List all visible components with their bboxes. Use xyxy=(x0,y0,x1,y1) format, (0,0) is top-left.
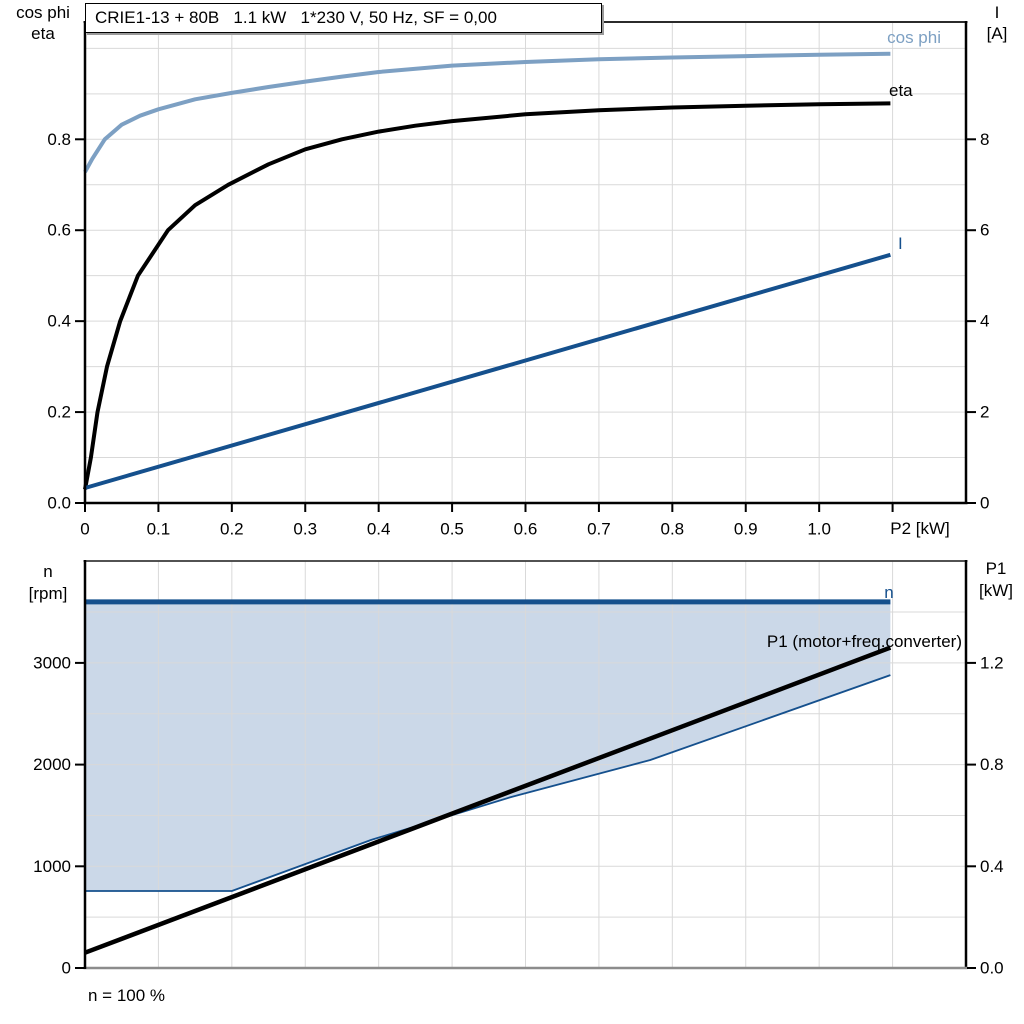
tick-label-x: 0.2 xyxy=(220,520,244,539)
bottom-right-axis-title-line1: P1 xyxy=(985,559,1007,578)
top-left-axis-title: cos phi eta xyxy=(6,2,80,44)
curve-label-eta: eta xyxy=(889,81,913,100)
bottom-left-axis-title-line1: n xyxy=(43,562,53,581)
curve-eta xyxy=(83,101,891,490)
tick-label-left: 1000 xyxy=(33,857,71,876)
tick-label-right: 0.8 xyxy=(980,755,1004,774)
top-right-axis-title-line2: [A] xyxy=(986,24,1008,43)
tick-label-x: 0.9 xyxy=(734,520,758,539)
curve-label-cos-phi: cos phi xyxy=(887,28,941,47)
tick-label-x: 0.5 xyxy=(440,520,464,539)
tick-label-x: 0.1 xyxy=(147,520,171,539)
tick-label-left: 2000 xyxy=(33,755,71,774)
tick-label-right: 6 xyxy=(980,221,989,240)
tick-label-right: 0 xyxy=(980,494,989,513)
curve-label-current: I xyxy=(898,234,903,253)
tick-label-right: 4 xyxy=(980,312,989,331)
tick-label-x: 0.3 xyxy=(293,520,317,539)
bottom-right-axis-title: P1 [kW] xyxy=(968,558,1024,602)
bottom-left-axis-title: n [rpm] xyxy=(10,561,86,605)
curve-label-n: n xyxy=(884,583,894,602)
tick-label-x: 0.6 xyxy=(514,520,538,539)
curve-current xyxy=(84,252,891,490)
speed-operating-range-area xyxy=(85,601,891,892)
speed-note: n = 100 % xyxy=(88,986,166,1005)
top-left-axis-title-line1: cos phi xyxy=(16,3,70,22)
tick-label-right: 0.4 xyxy=(980,857,1004,876)
tick-label-x: 0 xyxy=(80,520,89,539)
top-x-axis-title: P2 [kW] xyxy=(890,519,950,538)
tick-label-left: 3000 xyxy=(33,653,71,672)
tick-label-x: 0.7 xyxy=(587,520,611,539)
top-left-axis-title-line2: eta xyxy=(31,24,55,43)
tick-label-left: 0.6 xyxy=(47,221,71,240)
chart-title-box: CRIE1-13 + 80B 1.1 kW 1*230 V, 50 Hz, SF… xyxy=(85,3,602,33)
tick-label-left: 0.0 xyxy=(47,494,71,513)
tick-label-right: 0.0 xyxy=(980,959,1004,978)
bottom-right-axis-title-line2: [kW] xyxy=(979,581,1013,600)
curve-cos-phi xyxy=(83,51,891,173)
tick-label-right: 1.2 xyxy=(980,653,1004,672)
top-right-axis-title-line1: I xyxy=(994,3,1000,22)
curve-p1 xyxy=(84,645,892,955)
tick-label-x: 0.4 xyxy=(367,520,391,539)
curve-label-p1: P1 (motor+freq.converter) xyxy=(766,632,962,651)
tick-label-left: 0 xyxy=(62,959,71,978)
tick-label-left: 0.4 xyxy=(47,312,71,331)
tick-label-right: 2 xyxy=(980,403,989,422)
bottom-left-axis-title-line2: [rpm] xyxy=(28,584,68,603)
tick-label-left: 0.8 xyxy=(47,130,71,149)
tick-label-x: 1.0 xyxy=(807,520,831,539)
top-right-axis-title: I [A] xyxy=(972,2,1022,44)
tick-label-right: 8 xyxy=(980,130,989,149)
tick-label-left: 0.2 xyxy=(47,403,71,422)
tick-label-x: 0.8 xyxy=(661,520,685,539)
chart-title: CRIE1-13 + 80B 1.1 kW 1*230 V, 50 Hz, SF… xyxy=(95,8,497,27)
